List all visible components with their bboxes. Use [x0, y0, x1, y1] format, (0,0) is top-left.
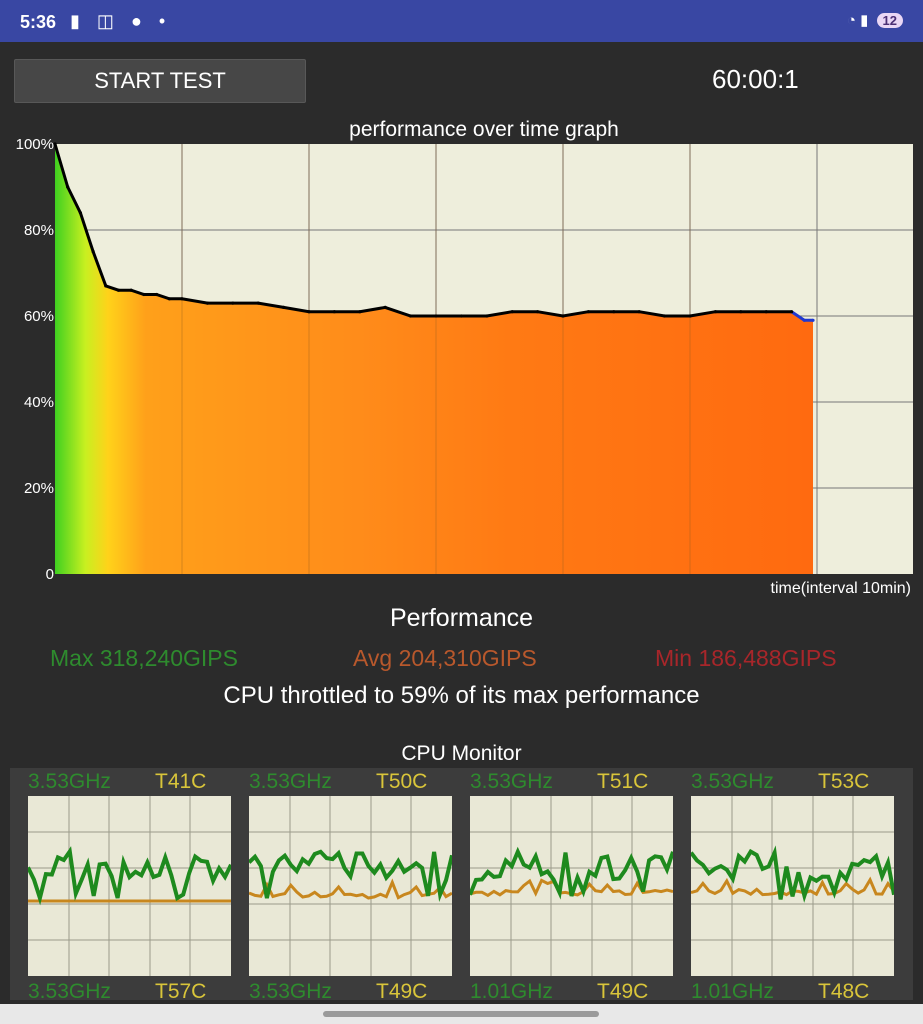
performance-point	[663, 314, 667, 318]
core-graph-background	[691, 796, 894, 976]
core-temperature-2: T48C	[818, 980, 870, 1003]
performance-graph: performance over time graph 100% 80% 60%…	[16, 118, 913, 597]
performance-point	[78, 211, 82, 215]
core-graph	[470, 796, 673, 976]
account-icon: ●	[130, 11, 148, 31]
performance-point	[205, 301, 209, 305]
performance-point	[637, 310, 641, 314]
performance-point	[167, 297, 171, 301]
core-temperature-2: T49C	[597, 980, 649, 1003]
status-time: 5:36	[20, 12, 57, 32]
performance-point	[142, 292, 146, 297]
performance-point	[713, 310, 718, 314]
performance-point	[510, 310, 514, 314]
screenshot-icon: ◫	[96, 11, 120, 31]
performance-point	[91, 249, 95, 254]
performance-point	[358, 310, 362, 314]
timer: 60:00:1	[712, 64, 799, 94]
throttle-message: CPU throttled to 59% of its max performa…	[223, 682, 700, 709]
performance-point	[790, 310, 794, 314]
status-bar: 5:36 ▮ ◫ ● • ◔ ▮ 12	[0, 0, 923, 42]
core-temperature-2: T49C	[376, 980, 428, 1003]
performance-point	[764, 310, 768, 314]
home-gesture-bar[interactable]	[323, 1011, 599, 1017]
core-frequency-line	[28, 846, 231, 906]
performance-point	[231, 301, 235, 305]
performance-point	[612, 310, 616, 314]
performance-point	[104, 284, 108, 288]
y-tick-100: 100%	[16, 136, 54, 153]
y-tick-80: 80%	[24, 222, 54, 239]
core-frequency-2: 3.53GHz	[249, 980, 332, 1003]
x-axis-label: time(interval 10min)	[771, 580, 911, 597]
core-temperature: T50C	[376, 770, 428, 793]
core-frequency-line	[470, 846, 673, 900]
core-temperature-line	[249, 878, 452, 900]
performance-point	[459, 314, 463, 318]
cpu-monitor-panel: 3.53GHz T41C 3.53GHz T57C 3.53GHz T50C 3…	[10, 768, 913, 1003]
performance-point	[256, 301, 260, 305]
performance-point	[811, 318, 815, 322]
battery-saver-icon: ▮	[70, 11, 86, 31]
performance-point	[739, 310, 743, 314]
core-frequency: 3.53GHz	[28, 770, 111, 793]
performance-point	[802, 318, 806, 322]
cpu-monitor-title: CPU Monitor	[401, 742, 522, 765]
avg-performance: Avg 204,310GIPS	[353, 645, 537, 671]
performance-point	[53, 142, 57, 146]
y-tick-0: 0	[46, 566, 54, 583]
core-frequency: 3.53GHz	[470, 770, 553, 793]
start-test-button[interactable]: START TEST	[14, 59, 306, 103]
performance-point	[332, 310, 336, 314]
core-frequency-2: 3.53GHz	[28, 980, 111, 1003]
y-tick-20: 20%	[24, 480, 54, 497]
core-frequency-line	[691, 845, 894, 903]
core-graph-background	[249, 796, 452, 976]
core-frequency-2: 1.01GHz	[470, 980, 553, 1003]
core-temperature: T53C	[818, 770, 870, 793]
performance-point	[688, 314, 692, 318]
wifi-icon: ◔	[846, 12, 856, 29]
performance-point	[409, 314, 413, 318]
status-icons-right: ◔ ▮ 12	[847, 11, 903, 29]
performance-point	[66, 185, 70, 189]
y-tick-60: 60%	[24, 308, 54, 325]
core-frequency: 3.53GHz	[249, 770, 332, 793]
performance-point	[434, 314, 438, 318]
min-performance: Min 186,488GIPS	[655, 645, 837, 671]
performance-point	[180, 297, 184, 301]
core-graph-background	[28, 796, 231, 976]
status-icons-left: ▮ ◫ ● •	[70, 11, 171, 32]
performance-point	[485, 314, 489, 318]
y-tick-40: 40%	[24, 394, 54, 411]
graph-title: performance over time graph	[349, 118, 619, 141]
performance-points	[53, 142, 815, 322]
core-graph	[691, 796, 894, 976]
signal-icon: ▮	[860, 12, 869, 29]
core-frequency: 3.53GHz	[691, 770, 774, 793]
notification-badge: 12	[876, 13, 903, 28]
core-frequency-2: 1.01GHz	[691, 980, 774, 1003]
performance-point	[129, 288, 133, 292]
area-gridlines-overlay	[181, 144, 691, 574]
core-temperature: T41C	[155, 770, 207, 793]
core-frequency-line	[249, 849, 452, 903]
performance-area	[55, 144, 813, 574]
performance-point	[536, 310, 540, 314]
core-temperature-2: T57C	[155, 980, 207, 1003]
max-performance: Max 318,240GIPS	[50, 645, 238, 671]
dot-icon: •	[158, 11, 172, 31]
core-graph	[249, 796, 452, 976]
performance-point	[155, 292, 159, 297]
performance-heading: Performance	[389, 604, 534, 632]
performance-point	[586, 310, 591, 314]
core-graph	[28, 796, 231, 976]
performance-point	[307, 310, 311, 314]
performance-point	[116, 288, 121, 292]
performance-point	[282, 305, 286, 309]
y-axis-labels: 100% 80% 60% 40% 20% 0	[16, 136, 54, 583]
performance-point	[383, 305, 387, 309]
performance-point	[561, 314, 565, 318]
core-temperature: T51C	[597, 770, 649, 793]
